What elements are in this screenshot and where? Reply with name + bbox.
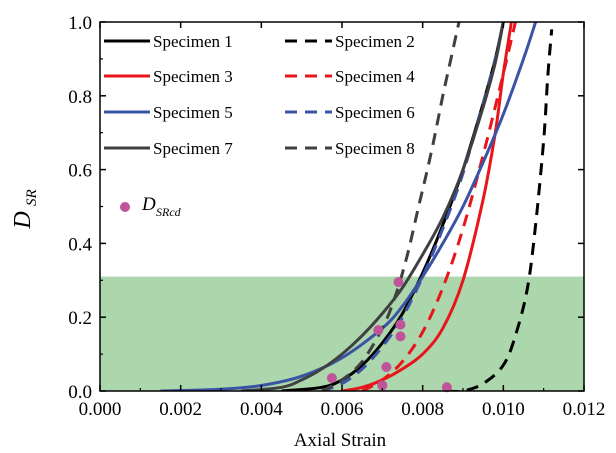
x-tick-label: 0.010 <box>482 399 525 420</box>
legend-label-5: Specimen 5 <box>153 103 233 122</box>
x-tick-label: 0.000 <box>79 399 122 420</box>
legend: Specimen 1 Specimen 2 Specimen 3 Specimen 4… <box>104 32 415 219</box>
legend-label-2: Specimen 2 <box>335 32 415 51</box>
series-line-2 <box>446 29 554 391</box>
legend-label-3: Specimen 3 <box>153 67 233 86</box>
marker-point-4 <box>381 362 392 373</box>
legend-label-8: Specimen 8 <box>335 139 415 158</box>
x-tick-label: 0.012 <box>563 399 606 420</box>
y-tick-label: 0.0 <box>68 382 92 403</box>
marker-point-6 <box>395 319 406 330</box>
shaded-band <box>100 276 584 391</box>
legend-marker-label-sub: SRcd <box>156 205 182 219</box>
series-group <box>160 22 554 391</box>
y-axis-title: D SR <box>10 189 40 229</box>
x-axis-title: Axial Strain <box>294 430 387 451</box>
x-tick-label: 0.002 <box>159 399 202 420</box>
marker-point-8 <box>441 382 452 393</box>
marker-point-7 <box>395 331 406 342</box>
legend-label-4: Specimen 4 <box>335 67 415 86</box>
legend-marker-swatch <box>120 202 130 212</box>
marker-point-3 <box>377 380 388 391</box>
legend-label-7: Specimen 7 <box>153 139 233 158</box>
x-tick-label: 0.006 <box>321 399 364 420</box>
marker-point-1 <box>326 373 337 384</box>
marker-point-2 <box>373 325 384 336</box>
series-line-3 <box>341 22 513 391</box>
y-tick-label: 0.6 <box>68 161 92 182</box>
y-axis-title-main: D <box>10 211 36 229</box>
y-tick-label: 1.0 <box>68 13 92 34</box>
axes: 0.000 0.002 0.004 0.006 0.008 0.010 0.012 0.0 0.… <box>68 13 605 420</box>
x-tick-label: 0.004 <box>240 399 283 420</box>
marker-point-5 <box>393 277 404 288</box>
series-line-8 <box>321 22 461 391</box>
legend-marker-label: D <box>141 194 156 215</box>
y-tick-label: 0.2 <box>68 308 92 329</box>
x-tick-label: 0.008 <box>401 399 444 420</box>
legend-label-6: Specimen 6 <box>335 103 415 122</box>
legend-label-1: Specimen 1 <box>153 32 233 51</box>
y-axis-title-sub: SR <box>24 189 40 206</box>
plot-area <box>100 22 584 393</box>
series-line-5 <box>160 22 538 391</box>
y-tick-label: 0.8 <box>68 87 92 108</box>
y-tick-label: 0.4 <box>68 234 92 255</box>
